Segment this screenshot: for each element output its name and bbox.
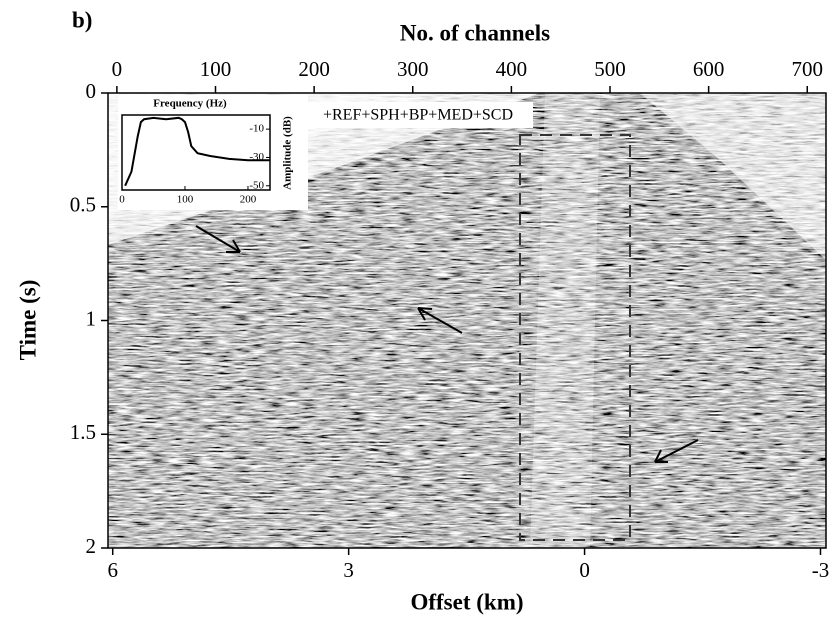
panel-label: b) <box>72 7 92 32</box>
x2-tick-label: 100 <box>200 57 232 81</box>
x2-tick-label: 500 <box>594 57 626 81</box>
annotation-background <box>305 102 533 128</box>
inset-x-tick-label: 200 <box>240 194 257 206</box>
x2-tick-label: 600 <box>693 57 725 81</box>
inset-y-tick-label: -50 <box>249 179 264 191</box>
x-tick-label: 0 <box>579 558 590 582</box>
inset-frame <box>121 114 271 191</box>
x2-tick-label: 400 <box>496 57 528 81</box>
annotation: +REF+SPH+BP+MED+SCD <box>323 107 513 124</box>
x-tick-label: 3 <box>343 558 354 582</box>
x2-tick-label: 300 <box>397 57 429 81</box>
y-tick-label: 1 <box>86 306 97 330</box>
x2-axis-title: No. of channels <box>400 20 550 45</box>
inset-y-title: Amplitude (dB) <box>282 116 294 190</box>
dashed-box <box>519 134 631 541</box>
x-tick-label: -3 <box>812 558 830 582</box>
inset-title: Frequency (Hz) <box>153 98 227 110</box>
inset-x-tick-label: 100 <box>177 194 194 206</box>
x-axis-title: Offset (km) <box>410 589 523 614</box>
x-tick-label: 6 <box>107 558 118 582</box>
y-tick-label: 0 <box>86 79 97 103</box>
x2-tick-label: 0 <box>112 57 123 81</box>
inset-background <box>118 95 308 210</box>
inset-spectrum-line <box>124 116 270 187</box>
inset-y-tick-label: -10 <box>249 123 264 135</box>
arrows <box>195 225 699 463</box>
x2-tick-label: 700 <box>792 57 824 81</box>
y-tick-label: 1.5 <box>70 420 96 444</box>
y-axis-title: Time (s) <box>15 280 40 361</box>
y-tick-label: 2 <box>86 534 97 558</box>
x2-tick-label: 200 <box>298 57 330 81</box>
inset-x-tick-label: 0 <box>119 194 125 206</box>
y-tick-label: 0.5 <box>70 193 96 217</box>
